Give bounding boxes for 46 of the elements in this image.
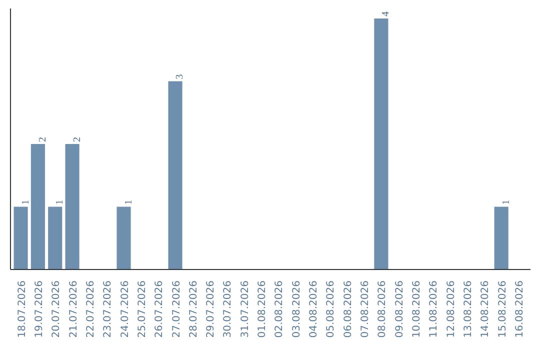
x-tick-label: 01.08.2026 <box>257 280 268 338</box>
data-label: 1 <box>123 200 134 205</box>
x-tick-label: 06.08.2026 <box>342 280 354 338</box>
x-tick-label: 13.08.2026 <box>463 280 474 338</box>
x-tick-label: 07.08.2026 <box>360 280 372 338</box>
bar <box>374 18 388 270</box>
x-tick-label: 22.07.2026 <box>85 280 96 338</box>
x-tick-label: 30.07.2026 <box>222 280 234 338</box>
x-tick-label: 16.08.2026 <box>514 280 526 338</box>
x-tick-label: 11.08.2026 <box>428 280 440 338</box>
bar <box>168 81 182 270</box>
bar <box>116 206 131 270</box>
x-tick-label: 03.08.2026 <box>291 280 302 338</box>
data-label: 3 <box>174 74 186 80</box>
x-tick-label: 29.07.2026 <box>206 280 217 338</box>
x-tick-label: 10.08.2026 <box>412 280 423 338</box>
bar <box>30 144 45 270</box>
x-tick-label: 18.07.2026 <box>16 280 28 338</box>
bar <box>48 206 62 270</box>
x-tick-label: 05.08.2026 <box>326 280 337 338</box>
x-tick-label: 02.08.2026 <box>274 280 286 338</box>
data-label: 1 <box>20 200 32 205</box>
x-tick-label: 27.07.2026 <box>171 280 182 338</box>
x-tick-label: 04.08.2026 <box>308 280 320 338</box>
bar <box>65 144 80 270</box>
bar <box>14 206 28 270</box>
x-tick-label: 15.08.2026 <box>497 280 508 338</box>
x-tick-label: 24.07.2026 <box>120 280 131 338</box>
x-tick-label: 31.07.2026 <box>240 280 251 338</box>
x-tick-label: 09.08.2026 <box>394 280 406 338</box>
x-tick-label: 14.08.2026 <box>480 280 492 338</box>
x-tick-label: 19.07.2026 <box>34 280 45 338</box>
x-tick-label: 08.08.2026 <box>377 280 388 338</box>
x-tick-label: 26.07.2026 <box>154 280 166 338</box>
x-tick-label: 25.07.2026 <box>136 280 148 338</box>
x-tick-label: 28.07.2026 <box>188 280 200 338</box>
data-label: 2 <box>37 137 48 142</box>
x-tick-label: 20.07.2026 <box>51 280 62 338</box>
x-tick-label: 21.07.2026 <box>68 280 80 338</box>
data-label: 1 <box>500 200 512 205</box>
data-label: 4 <box>380 12 392 17</box>
data-label: 1 <box>54 200 66 205</box>
x-tick-label: 23.07.2026 <box>102 280 114 338</box>
data-label: 2 <box>72 137 83 142</box>
bar <box>494 206 508 270</box>
x-tick-label: 12.08.2026 <box>446 280 457 338</box>
